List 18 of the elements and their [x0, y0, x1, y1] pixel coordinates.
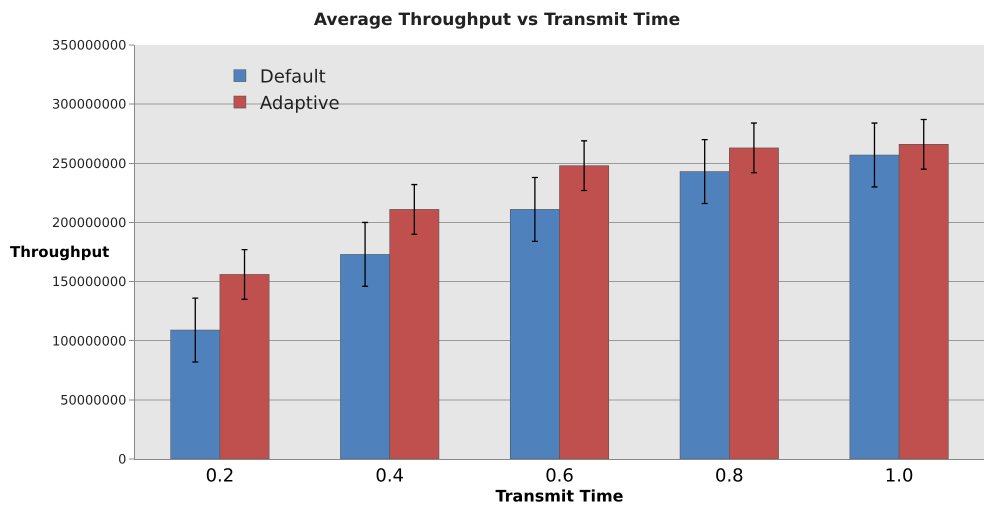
y-tick-label: 300000000 — [52, 98, 126, 113]
y-tick-label: 100000000 — [52, 334, 126, 350]
y-tick-label: 150000000 — [52, 275, 126, 290]
legend-label: Adaptive — [260, 93, 340, 114]
legend-label: Default — [260, 66, 326, 88]
y-tick-label: 0 — [118, 452, 126, 468]
x-tick-label: 0.2 — [206, 466, 234, 487]
y-tick-label: 50000000 — [60, 393, 126, 408]
x-tick-label: 1.0 — [884, 466, 914, 487]
y-axis-title: Throughput — [10, 243, 110, 261]
y-tick-label: 250000000 — [52, 156, 126, 172]
y-tick-label: 350000000 — [52, 38, 126, 54]
chart-title: Average Throughput vs Transmit Time — [314, 10, 680, 30]
x-axis-title: Transmit Time — [495, 486, 624, 506]
x-tick-label: 0.4 — [375, 466, 404, 487]
y-tick-label: 200000000 — [52, 216, 126, 231]
x-tick-label: 0.6 — [545, 466, 574, 487]
x-tick-label: 0.8 — [714, 466, 744, 487]
